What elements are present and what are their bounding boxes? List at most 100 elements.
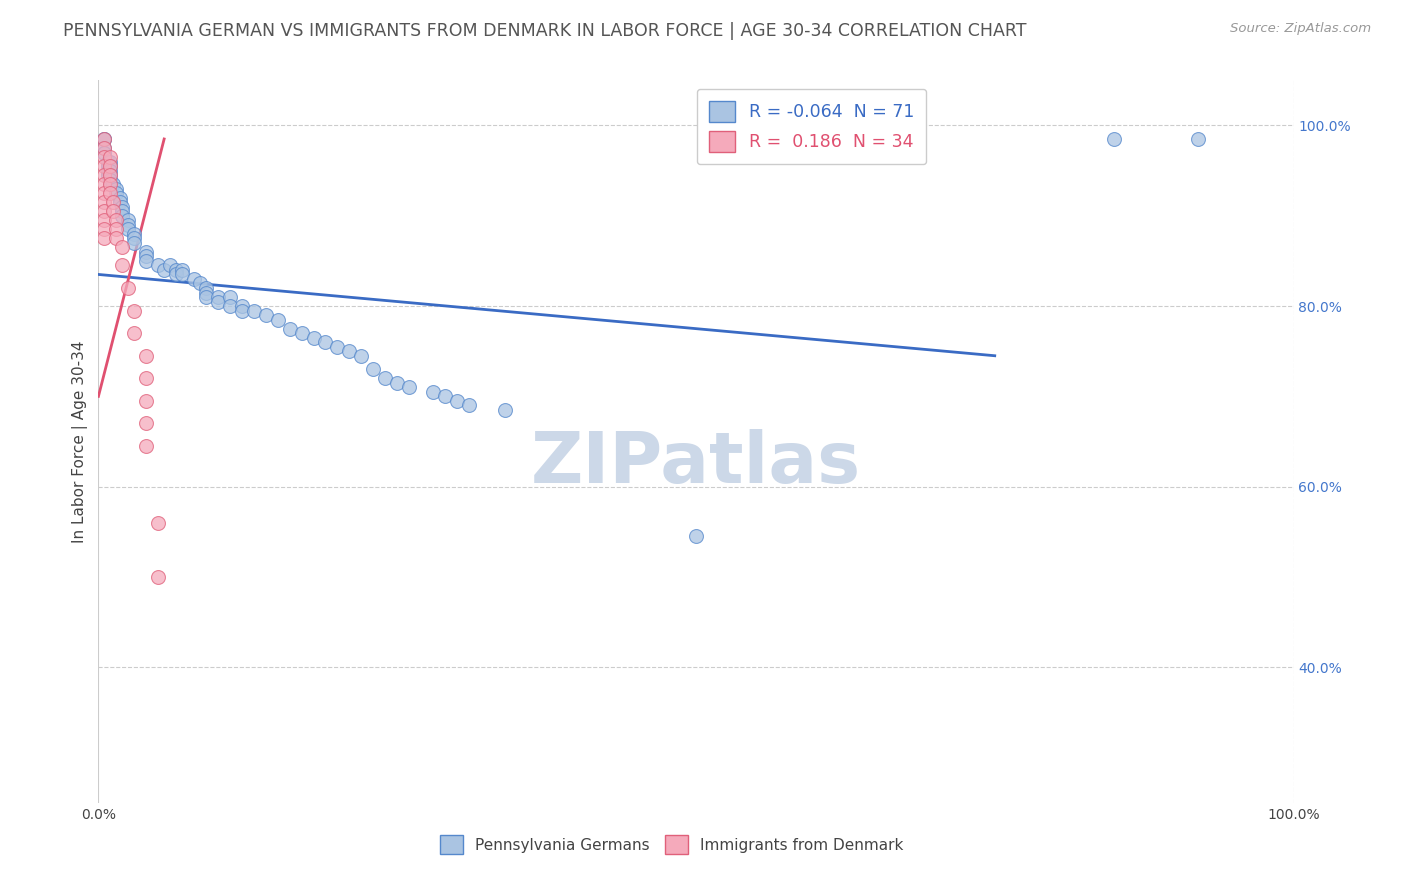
Text: PENNSYLVANIA GERMAN VS IMMIGRANTS FROM DENMARK IN LABOR FORCE | AGE 30-34 CORREL: PENNSYLVANIA GERMAN VS IMMIGRANTS FROM D… xyxy=(63,22,1026,40)
Point xyxy=(1104,132,1126,146)
Point xyxy=(172,268,194,282)
Point xyxy=(1187,132,1209,146)
Point xyxy=(93,177,115,191)
Point xyxy=(374,371,396,385)
Point xyxy=(98,154,122,169)
Point xyxy=(117,213,139,227)
Point xyxy=(97,163,120,178)
Point xyxy=(93,150,115,164)
Point xyxy=(153,263,176,277)
Point xyxy=(93,204,115,219)
Point xyxy=(243,303,266,318)
Point xyxy=(93,186,115,201)
Point xyxy=(339,344,361,359)
Point xyxy=(494,403,516,417)
Point xyxy=(458,398,481,412)
Point xyxy=(135,244,157,259)
Point xyxy=(195,281,218,295)
Point xyxy=(165,263,187,277)
Point xyxy=(398,380,420,394)
Point xyxy=(93,213,115,227)
Point xyxy=(93,195,115,210)
Point xyxy=(422,384,444,399)
Point xyxy=(446,393,468,408)
Point xyxy=(105,186,128,201)
Point xyxy=(117,222,139,236)
Point xyxy=(93,145,115,160)
Point xyxy=(172,263,194,277)
Point xyxy=(111,240,134,254)
Point xyxy=(165,268,187,282)
Point xyxy=(117,218,139,232)
Point xyxy=(105,231,128,245)
Point xyxy=(685,529,707,543)
Point xyxy=(315,335,337,350)
Point xyxy=(98,168,122,182)
Point xyxy=(124,235,146,250)
Point xyxy=(291,326,314,341)
Point xyxy=(278,321,301,335)
Point xyxy=(183,272,205,286)
Point xyxy=(219,290,242,304)
Point xyxy=(135,254,157,268)
Point xyxy=(105,213,128,227)
Point xyxy=(148,516,170,530)
Point xyxy=(434,389,457,403)
Point xyxy=(135,393,157,408)
Point xyxy=(148,570,170,584)
Point xyxy=(124,326,146,341)
Point xyxy=(207,294,229,309)
Point xyxy=(135,417,157,431)
Point xyxy=(111,204,134,219)
Point xyxy=(148,259,170,273)
Point xyxy=(135,371,157,385)
Point xyxy=(93,168,115,182)
Point xyxy=(302,331,325,345)
Point xyxy=(267,312,290,326)
Point xyxy=(111,200,134,214)
Point xyxy=(105,222,128,236)
Point xyxy=(231,303,253,318)
Point xyxy=(93,132,115,146)
Legend: Pennsylvania Germans, Immigrants from Denmark: Pennsylvania Germans, Immigrants from De… xyxy=(434,830,910,860)
Point xyxy=(254,308,277,322)
Point xyxy=(111,209,134,223)
Point xyxy=(93,132,115,146)
Point xyxy=(117,281,139,295)
Point xyxy=(108,195,131,210)
Point xyxy=(231,299,253,313)
Point xyxy=(195,290,218,304)
Point xyxy=(101,195,124,210)
Point xyxy=(135,439,157,453)
Point xyxy=(188,277,211,291)
Point xyxy=(350,349,373,363)
Point xyxy=(385,376,409,390)
Point xyxy=(195,285,218,300)
Point xyxy=(111,259,134,273)
Point xyxy=(97,154,120,169)
Y-axis label: In Labor Force | Age 30-34: In Labor Force | Age 30-34 xyxy=(72,340,89,543)
Point xyxy=(93,231,115,245)
Point xyxy=(98,177,122,191)
Point xyxy=(98,172,122,186)
Point xyxy=(98,186,122,201)
Point xyxy=(363,362,385,376)
Point xyxy=(124,231,146,245)
Point xyxy=(135,249,157,263)
Point xyxy=(219,299,242,313)
Point xyxy=(101,177,124,191)
Point xyxy=(97,159,120,173)
Point xyxy=(98,150,122,164)
Point xyxy=(93,222,115,236)
Point xyxy=(124,303,146,318)
Point xyxy=(105,181,128,195)
Point xyxy=(135,349,157,363)
Point xyxy=(93,141,115,155)
Point xyxy=(98,177,122,191)
Point xyxy=(98,168,122,182)
Point xyxy=(93,141,115,155)
Point xyxy=(124,227,146,241)
Point xyxy=(98,163,122,178)
Point xyxy=(159,259,181,273)
Point xyxy=(93,132,115,146)
